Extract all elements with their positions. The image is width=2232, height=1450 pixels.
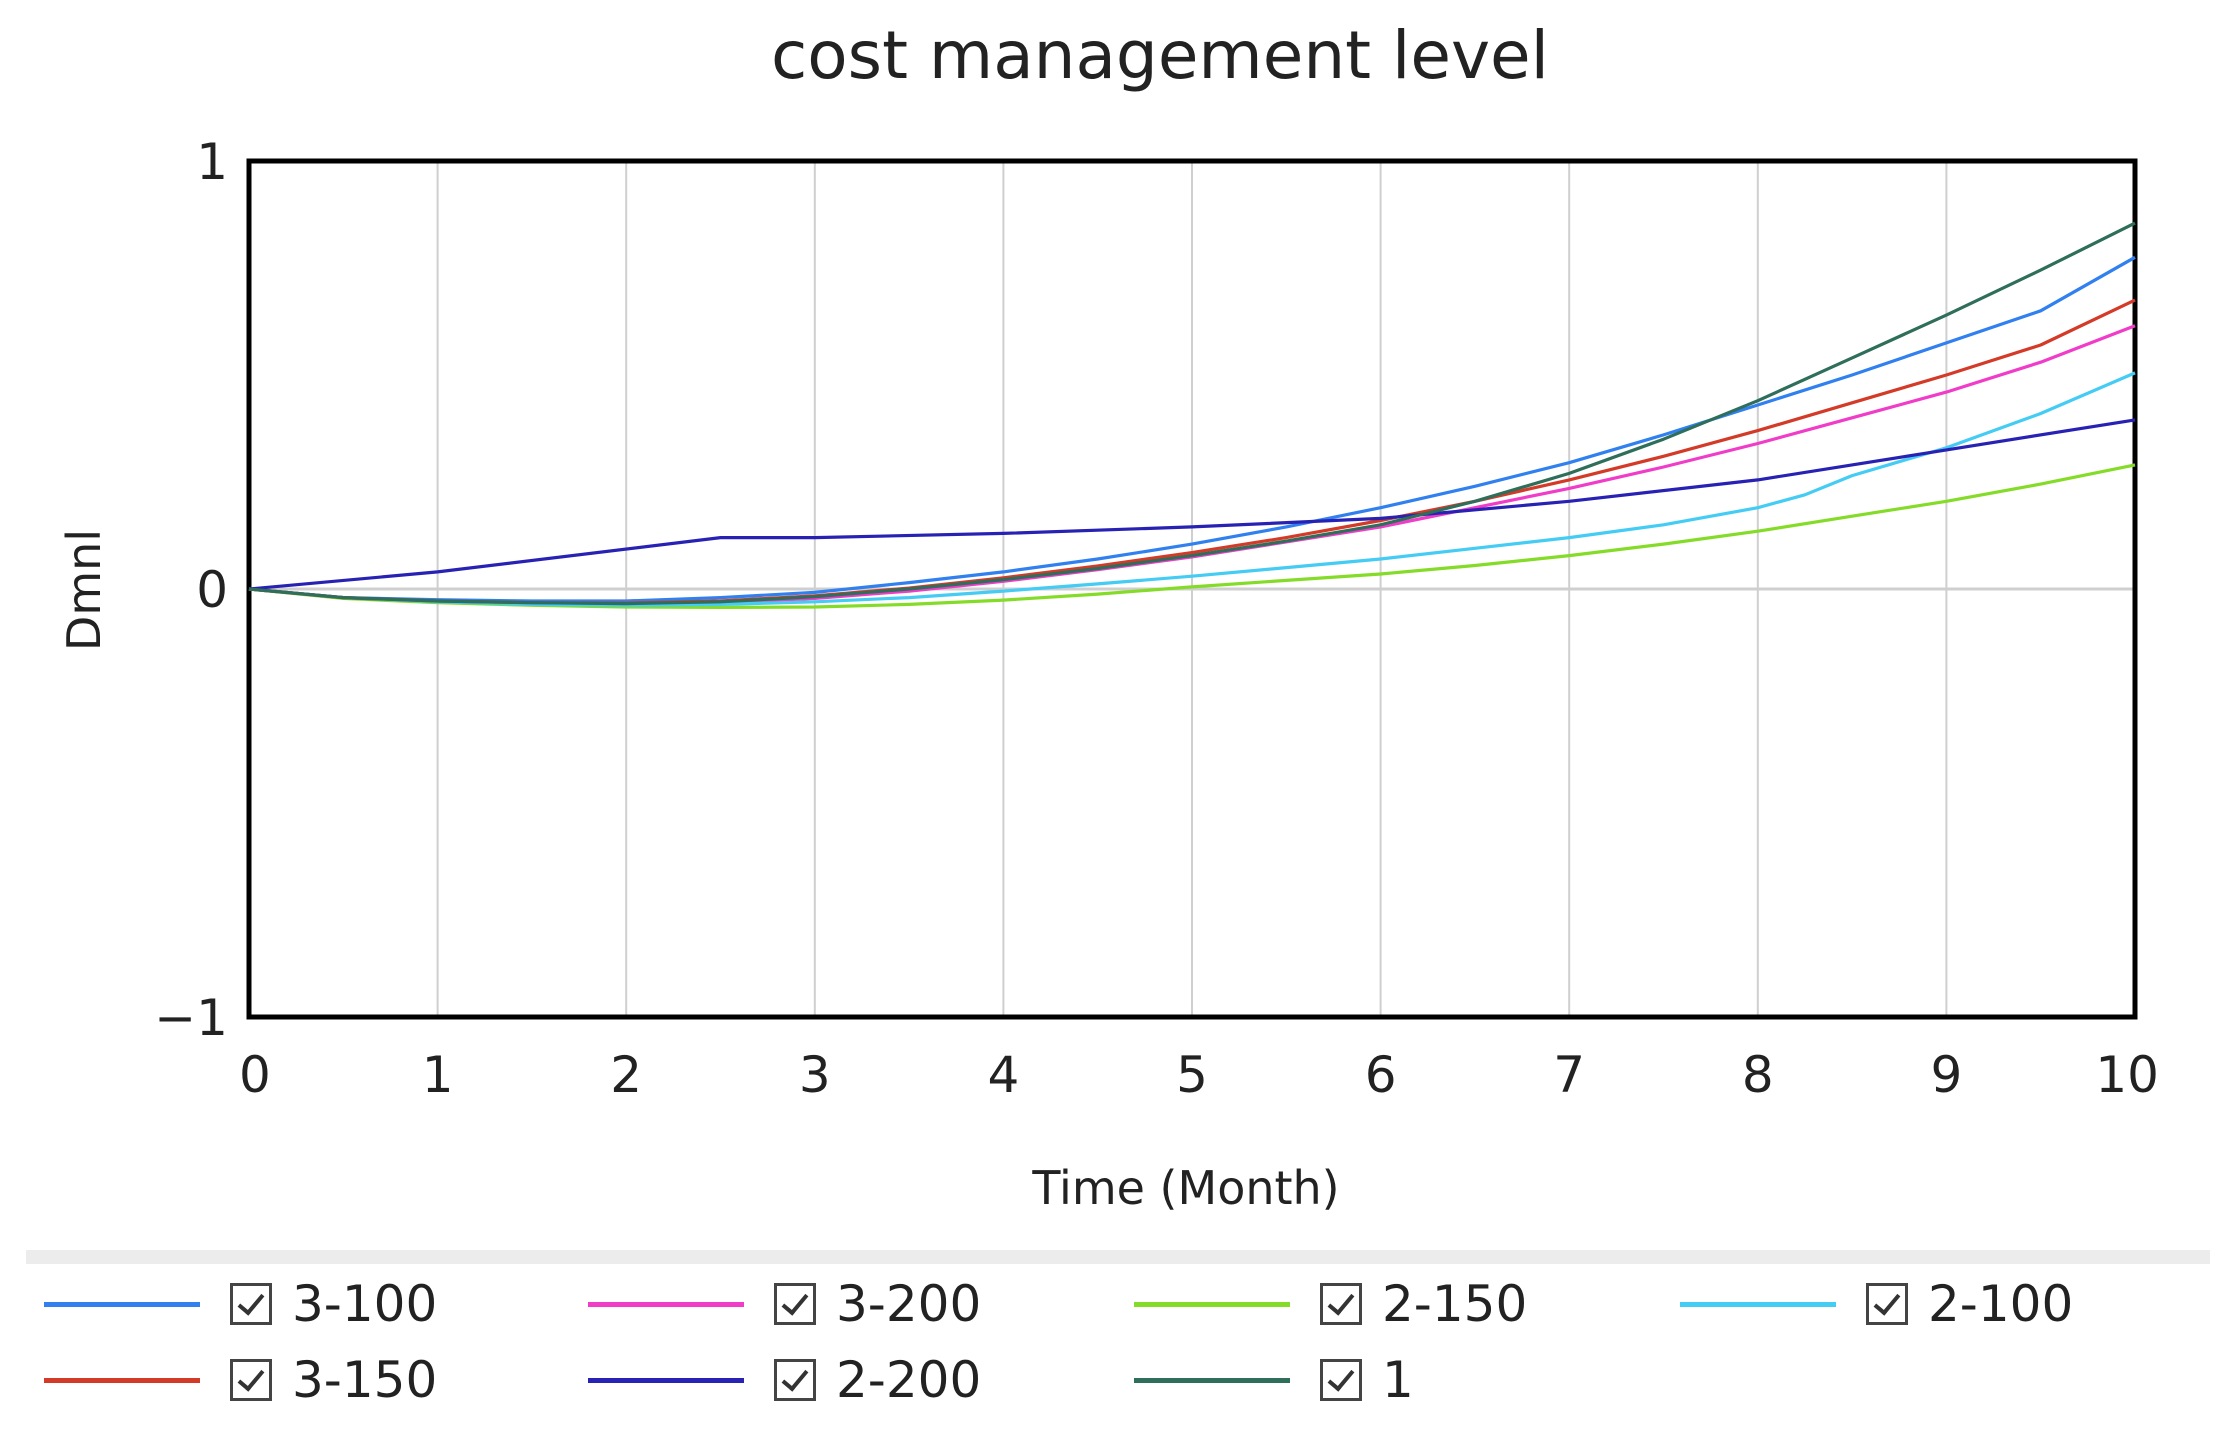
legend-item-3-200[interactable]: 3-200 <box>588 1272 981 1336</box>
legend: 3-100 3-200 2-150 2-100 3-150 2-200 1 <box>0 1272 2232 1442</box>
chart-title: cost management level <box>771 17 1549 94</box>
legend-item-3-150[interactable]: 3-150 <box>44 1348 437 1412</box>
legend-checkbox[interactable] <box>230 1359 272 1401</box>
legend-separator <box>26 1250 2210 1264</box>
x-tick-label: 4 <box>987 1046 1019 1104</box>
series-line-1 <box>248 221 2136 606</box>
legend-swatch <box>44 1301 200 1307</box>
legend-swatch <box>1680 1301 1836 1307</box>
x-tick-label: 5 <box>1176 1046 1208 1104</box>
x-tick-label: 6 <box>1365 1046 1397 1104</box>
x-tick-label: 7 <box>1553 1046 1585 1104</box>
legend-checkbox[interactable] <box>1866 1283 1908 1325</box>
x-tick-label: 0 <box>239 1046 271 1104</box>
legend-item-2-100[interactable]: 2-100 <box>1680 1272 2073 1336</box>
x-tick-label: 2 <box>610 1046 642 1104</box>
x-axis-label: Time (Month) <box>1031 1161 1339 1215</box>
legend-swatch <box>1134 1301 1290 1307</box>
legend-label: 3-100 <box>292 1275 438 1333</box>
legend-checkbox[interactable] <box>1320 1359 1362 1401</box>
y-tick-label: −1 <box>154 989 228 1047</box>
legend-label: 2-150 <box>1382 1275 1528 1333</box>
y-axis-label: Dmnl <box>57 529 111 651</box>
legend-label: 3-200 <box>836 1275 982 1333</box>
series-lines <box>248 221 2136 610</box>
legend-swatch <box>588 1377 744 1383</box>
chart: cost management level 0 1 2 3 4 5 6 7 8 9 10 10−1 … <box>57 17 2159 1215</box>
legend-swatch <box>44 1377 200 1383</box>
legend-item-1[interactable]: 1 <box>1134 1348 1414 1412</box>
legend-swatch <box>588 1301 744 1307</box>
legend-label: 2-200 <box>836 1351 982 1409</box>
legend-label: 1 <box>1382 1351 1414 1409</box>
legend-swatch <box>1134 1377 1290 1383</box>
legend-checkbox[interactable] <box>230 1283 272 1325</box>
x-tick-labels: 0 1 2 3 4 5 6 7 8 9 10 <box>239 1046 2159 1104</box>
legend-checkbox[interactable] <box>1320 1283 1362 1325</box>
grid-lines <box>249 161 2135 1017</box>
legend-item-3-100[interactable]: 3-100 <box>44 1272 437 1336</box>
x-tick-label: 3 <box>799 1046 831 1104</box>
legend-checkbox[interactable] <box>774 1359 816 1401</box>
legend-item-2-150[interactable]: 2-150 <box>1134 1272 1527 1336</box>
legend-checkbox[interactable] <box>774 1283 816 1325</box>
y-tick-label: 1 <box>196 133 228 191</box>
series-line-2-200 <box>248 418 2136 591</box>
x-tick-label: 8 <box>1742 1046 1774 1104</box>
x-tick-label: 10 <box>2095 1046 2159 1104</box>
y-tick-label: 0 <box>196 561 228 619</box>
x-tick-label: 9 <box>1930 1046 1962 1104</box>
legend-label: 2-100 <box>1928 1275 2074 1333</box>
y-tick-labels: 1 0 −1 <box>154 133 228 1047</box>
series-line-3-100 <box>248 255 2136 603</box>
series-line-2-100 <box>248 371 2136 607</box>
legend-item-2-200[interactable]: 2-200 <box>588 1348 981 1412</box>
legend-label: 3-150 <box>292 1351 438 1409</box>
x-tick-label: 1 <box>422 1046 454 1104</box>
